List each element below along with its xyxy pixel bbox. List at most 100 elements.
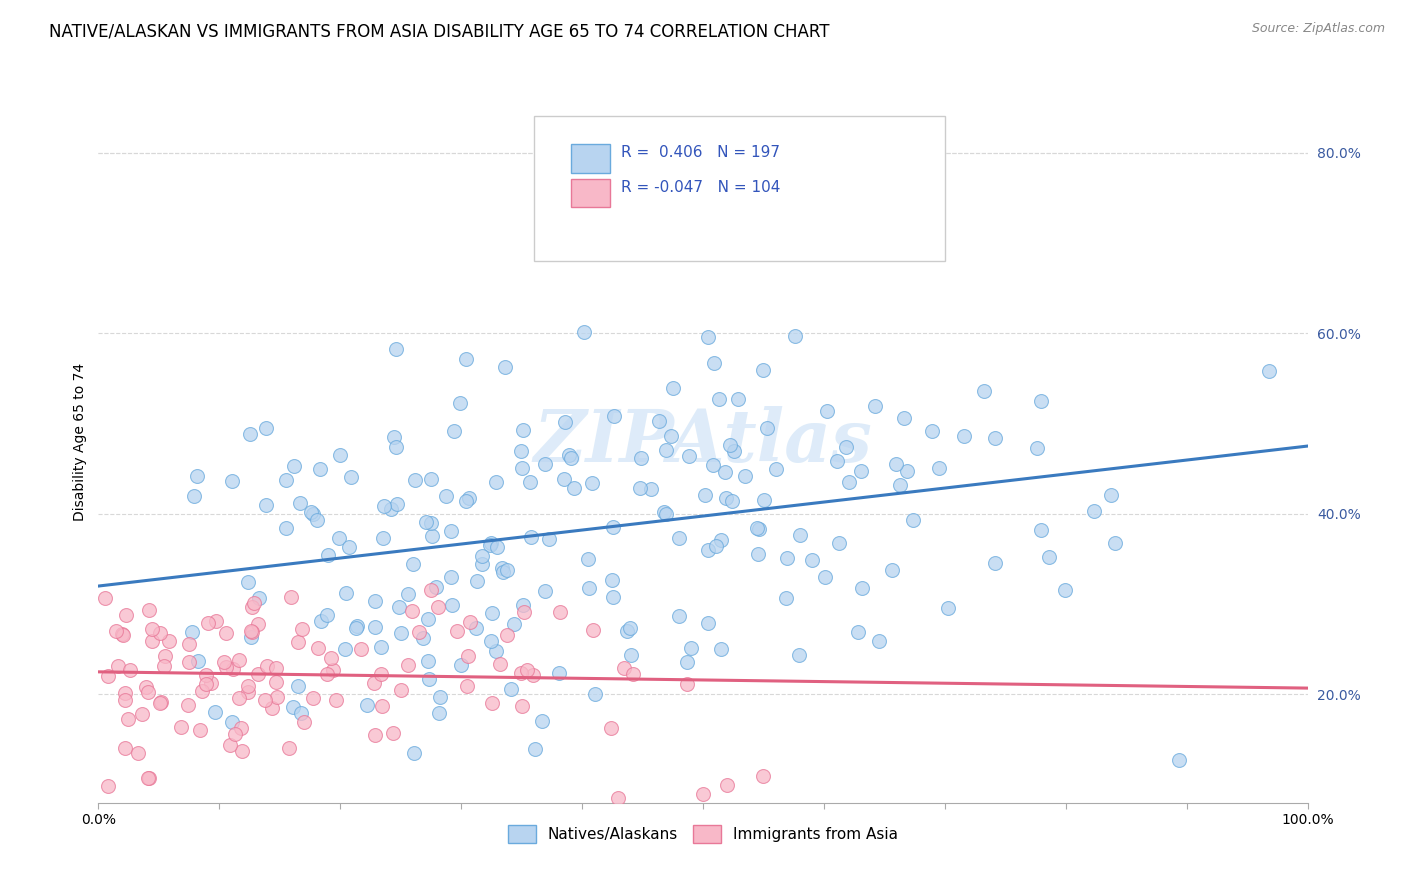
Point [402, 557, 425, 571]
FancyBboxPatch shape [571, 144, 610, 173]
Point [186, 469, 208, 483]
Point [554, 416, 576, 430]
Point [387, 497, 409, 511]
Point [1104, 536, 1126, 550]
Point [149, 696, 172, 710]
Text: R =  0.406   N = 197: R = 0.406 N = 197 [621, 145, 780, 160]
Point [789, 527, 811, 541]
Point [177, 656, 200, 670]
Point [787, 648, 810, 663]
Point [380, 502, 402, 516]
Point [456, 351, 478, 366]
Point [548, 605, 571, 619]
Point [675, 677, 697, 691]
Point [457, 491, 479, 505]
Point [485, 643, 508, 657]
Point [408, 625, 430, 640]
Point [828, 536, 851, 550]
Point [364, 620, 387, 634]
Point [222, 662, 245, 676]
Point [305, 512, 328, 526]
FancyBboxPatch shape [534, 117, 945, 260]
Point [454, 493, 477, 508]
Point [429, 690, 451, 704]
Point [704, 540, 727, 554]
Point [1029, 524, 1052, 538]
Point [710, 641, 733, 656]
Point [346, 619, 368, 633]
Point [254, 420, 277, 434]
Point [242, 624, 264, 639]
Point [495, 627, 517, 641]
Point [135, 681, 157, 695]
Point [254, 692, 277, 706]
Point [534, 583, 557, 598]
Point [385, 440, 408, 454]
Point [127, 747, 149, 761]
Point [388, 600, 411, 615]
Point [187, 654, 209, 668]
Point [479, 538, 502, 552]
Point [838, 475, 860, 490]
Point [846, 624, 869, 639]
Point [283, 459, 305, 474]
Point [868, 633, 890, 648]
Point [973, 384, 995, 398]
Point [697, 616, 720, 631]
Point [440, 524, 463, 538]
Point [420, 583, 443, 598]
Point [236, 684, 259, 698]
Point [479, 536, 502, 550]
Point [512, 599, 534, 613]
Point [486, 540, 509, 554]
Point [983, 556, 1005, 570]
Point [316, 667, 339, 681]
Point [457, 648, 479, 663]
Point [231, 744, 253, 758]
Point [775, 591, 797, 606]
Point [240, 631, 263, 645]
Point [290, 496, 312, 510]
Point [200, 676, 222, 690]
Point [502, 617, 524, 632]
Point [97, 779, 120, 793]
Point [513, 605, 536, 619]
Point [157, 633, 180, 648]
Point [440, 570, 463, 584]
Point [254, 498, 277, 512]
Point [727, 392, 749, 406]
Point [692, 787, 714, 801]
Point [404, 746, 426, 760]
Point [668, 531, 690, 545]
Point [654, 505, 676, 519]
Point [301, 507, 323, 521]
Point [679, 641, 702, 656]
Point [418, 672, 440, 686]
Point [114, 741, 136, 756]
Point [94, 591, 117, 606]
Point [292, 714, 315, 729]
Point [136, 771, 159, 785]
Point [710, 533, 733, 548]
Point [401, 604, 423, 618]
Point [765, 462, 787, 476]
Point [460, 615, 482, 630]
Text: ZIPAtlas: ZIPAtlas [534, 406, 872, 477]
Point [640, 482, 662, 496]
Point [416, 612, 439, 626]
Point [562, 481, 585, 495]
Point [449, 396, 471, 410]
Point [583, 687, 606, 701]
Point [489, 657, 512, 671]
Point [280, 590, 302, 604]
Point [427, 599, 450, 614]
Point [412, 631, 434, 645]
Point [111, 626, 134, 640]
Point [183, 489, 205, 503]
Point [661, 429, 683, 443]
Point [371, 698, 394, 713]
Point [107, 659, 129, 673]
Point [221, 714, 243, 729]
Point [537, 532, 560, 546]
Point [800, 553, 823, 567]
